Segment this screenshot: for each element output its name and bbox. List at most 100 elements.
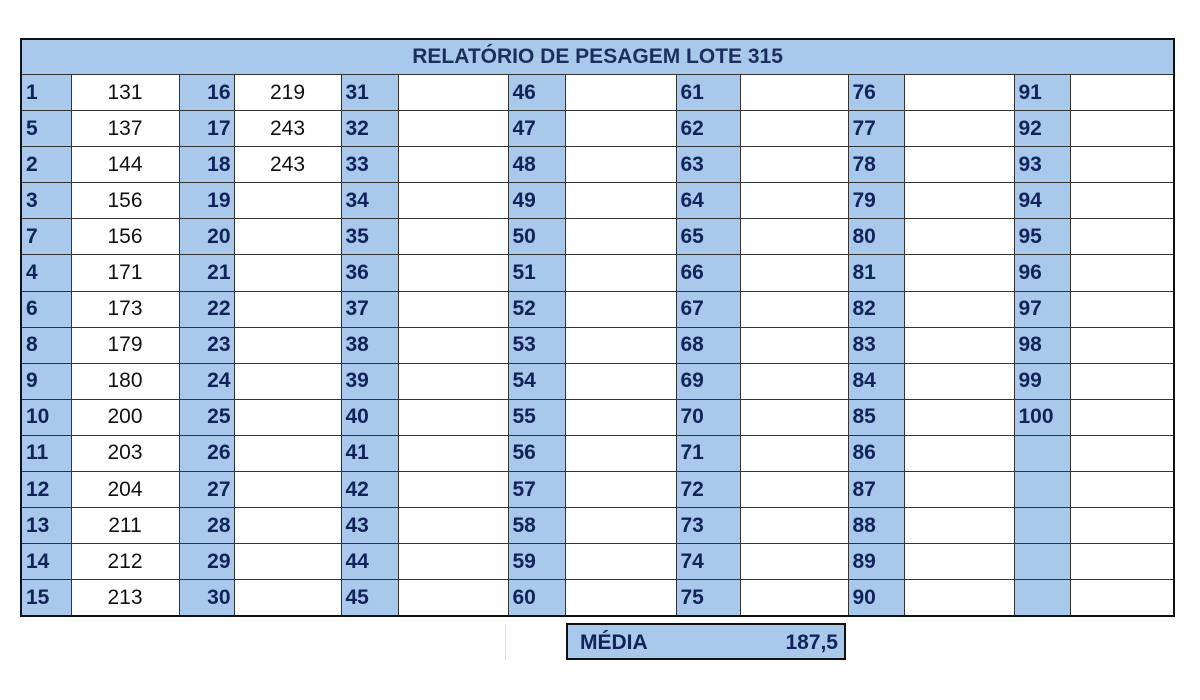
weight-value-cell[interactable]: 204 [70, 471, 180, 509]
weight-value-cell[interactable]: 173 [70, 290, 180, 328]
item-number-cell[interactable]: 41 [340, 434, 399, 473]
item-number-cell[interactable]: 33 [340, 146, 399, 184]
weight-value-cell[interactable] [739, 543, 849, 581]
weight-value-cell[interactable] [233, 218, 342, 256]
item-number-cell[interactable]: 50 [507, 218, 566, 256]
item-number-cell[interactable]: 23 [178, 326, 235, 364]
item-number-cell[interactable]: 73 [675, 507, 741, 545]
weight-value-cell[interactable] [397, 362, 509, 400]
item-number-cell[interactable]: 96 [1013, 254, 1071, 292]
item-number-cell[interactable]: 67 [675, 290, 741, 328]
weight-value-cell[interactable] [739, 146, 849, 184]
item-number-cell[interactable]: 24 [178, 362, 235, 400]
item-number-cell[interactable]: 20 [178, 218, 235, 256]
item-number-cell[interactable]: 26 [178, 434, 235, 473]
weight-value-cell[interactable]: 219 [233, 73, 342, 112]
weight-value-cell[interactable]: 156 [70, 218, 180, 256]
weight-value-cell[interactable]: 156 [70, 182, 180, 220]
item-number-cell[interactable]: 4 [20, 254, 72, 292]
item-number-cell[interactable]: 86 [847, 434, 905, 473]
item-number-cell[interactable]: 27 [178, 471, 235, 509]
item-number-cell[interactable]: 40 [340, 398, 399, 436]
item-number-cell[interactable]: 58 [507, 507, 566, 545]
item-number-cell[interactable]: 87 [847, 471, 905, 509]
item-number-cell[interactable]: 80 [847, 218, 905, 256]
weight-value-cell[interactable] [739, 471, 849, 509]
item-number-cell[interactable]: 36 [340, 254, 399, 292]
item-number-cell[interactable]: 32 [340, 110, 399, 148]
item-number-cell[interactable]: 30 [178, 579, 235, 617]
item-number-cell[interactable]: 78 [847, 146, 905, 184]
weight-value-cell[interactable] [903, 434, 1015, 473]
weight-value-cell[interactable] [397, 290, 509, 328]
item-number-cell[interactable]: 61 [675, 73, 741, 112]
weight-value-cell[interactable]: 211 [70, 507, 180, 545]
item-number-cell[interactable]: 74 [675, 543, 741, 581]
item-number-cell[interactable]: 99 [1013, 362, 1071, 400]
item-number-cell[interactable]: 2 [20, 146, 72, 184]
item-number-cell[interactable]: 12 [20, 471, 72, 509]
weight-value-cell[interactable]: 203 [70, 434, 180, 473]
item-number-cell[interactable]: 84 [847, 362, 905, 400]
item-number-cell[interactable]: 77 [847, 110, 905, 148]
item-number-cell[interactable]: 94 [1013, 182, 1071, 220]
weight-value-cell[interactable] [564, 182, 677, 220]
weight-value-cell[interactable] [564, 434, 677, 473]
item-number-cell[interactable]: 21 [178, 254, 235, 292]
weight-value-cell[interactable] [397, 507, 509, 545]
item-number-cell[interactable]: 76 [847, 73, 905, 112]
item-number-cell[interactable]: 37 [340, 290, 399, 328]
weight-value-cell[interactable] [903, 146, 1015, 184]
item-number-cell[interactable]: 7 [20, 218, 72, 256]
weight-value-cell[interactable] [903, 110, 1015, 148]
weight-value-cell[interactable] [903, 579, 1015, 617]
weight-value-cell[interactable] [397, 398, 509, 436]
weight-value-cell[interactable] [564, 507, 677, 545]
weight-value-cell[interactable] [1069, 254, 1175, 292]
weight-value-cell[interactable] [739, 73, 849, 112]
item-number-cell[interactable]: 62 [675, 110, 741, 148]
item-number-cell[interactable]: 82 [847, 290, 905, 328]
weight-value-cell[interactable]: 137 [70, 110, 180, 148]
item-number-cell[interactable]: 93 [1013, 146, 1071, 184]
weight-value-cell[interactable] [564, 543, 677, 581]
weight-value-cell[interactable] [1069, 110, 1175, 148]
weight-value-cell[interactable] [397, 110, 509, 148]
item-number-cell[interactable]: 48 [507, 146, 566, 184]
weight-value-cell[interactable] [903, 543, 1015, 581]
weight-value-cell[interactable] [397, 218, 509, 256]
item-number-cell[interactable]: 81 [847, 254, 905, 292]
weight-value-cell[interactable] [397, 73, 509, 112]
item-number-cell[interactable]: 46 [507, 73, 566, 112]
weight-value-cell[interactable] [564, 362, 677, 400]
weight-value-cell[interactable] [1069, 471, 1175, 509]
weight-value-cell[interactable] [903, 182, 1015, 220]
weight-value-cell[interactable] [564, 471, 677, 509]
item-number-cell[interactable]: 88 [847, 507, 905, 545]
item-number-cell[interactable]: 14 [20, 543, 72, 581]
weight-value-cell[interactable] [739, 110, 849, 148]
weight-value-cell[interactable] [233, 290, 342, 328]
weight-value-cell[interactable] [564, 146, 677, 184]
weight-value-cell[interactable]: 131 [70, 73, 180, 112]
item-number-cell[interactable]: 64 [675, 182, 741, 220]
weight-value-cell[interactable] [903, 471, 1015, 509]
item-number-cell[interactable]: 100 [1013, 398, 1071, 436]
item-number-cell[interactable] [1013, 507, 1071, 545]
weight-value-cell[interactable] [397, 434, 509, 473]
weight-value-cell[interactable] [564, 398, 677, 436]
weight-value-cell[interactable]: 179 [70, 326, 180, 364]
item-number-cell[interactable]: 89 [847, 543, 905, 581]
item-number-cell[interactable]: 19 [178, 182, 235, 220]
item-number-cell[interactable]: 68 [675, 326, 741, 364]
item-number-cell[interactable]: 15 [20, 579, 72, 617]
weight-value-cell[interactable] [1069, 362, 1175, 400]
weight-value-cell[interactable] [739, 326, 849, 364]
item-number-cell[interactable]: 31 [340, 73, 399, 112]
weight-value-cell[interactable]: 200 [70, 398, 180, 436]
weight-value-cell[interactable] [903, 254, 1015, 292]
item-number-cell[interactable]: 63 [675, 146, 741, 184]
item-number-cell[interactable]: 75 [675, 579, 741, 617]
weight-value-cell[interactable] [1069, 579, 1175, 617]
item-number-cell[interactable]: 16 [178, 73, 235, 112]
